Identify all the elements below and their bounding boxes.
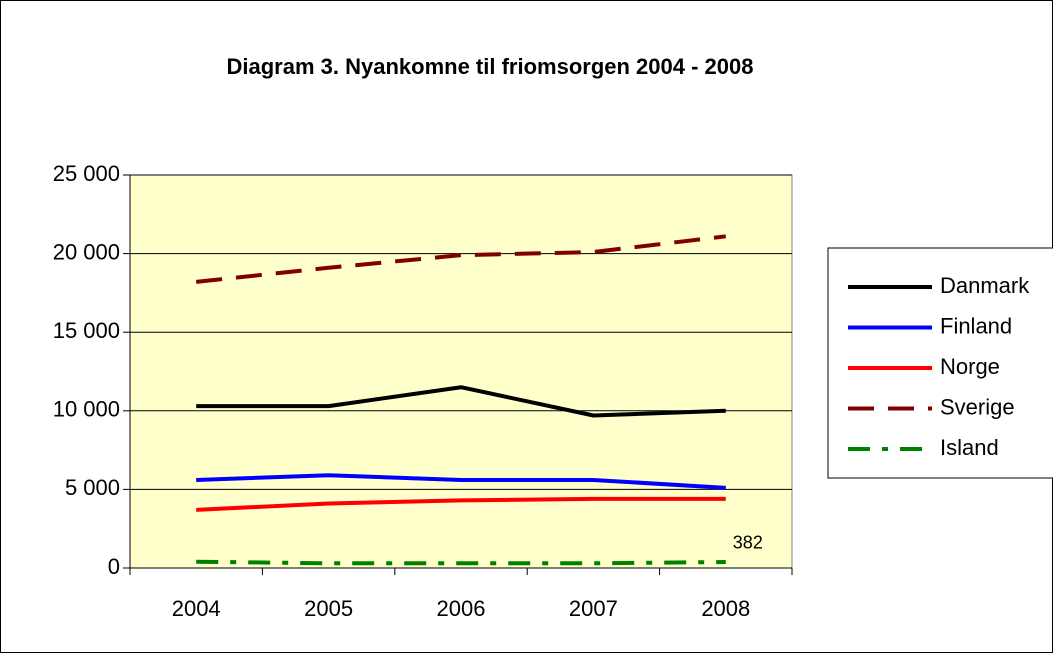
x-tick-label: 2006 <box>437 596 486 621</box>
x-tick-label: 2004 <box>172 596 221 621</box>
series-line <box>195 234 727 284</box>
x-tick-label: 2007 <box>569 596 618 621</box>
y-tick-label: 15 000 <box>53 318 120 343</box>
series-line <box>196 496 726 512</box>
series-line <box>196 385 726 418</box>
legend-label: Norge <box>940 354 1000 379</box>
y-tick-label: 20 000 <box>53 239 120 264</box>
series-line <box>196 559 726 566</box>
y-tick-label: 25 000 <box>53 161 120 186</box>
x-tick-label: 2008 <box>701 596 750 621</box>
y-tick-label: 0 <box>108 554 120 579</box>
series-line <box>196 473 726 490</box>
legend-label: Island <box>940 435 999 460</box>
legend-label: Finland <box>940 313 1012 338</box>
y-tick-label: 5 000 <box>65 475 120 500</box>
chart-title: Diagram 3. Nyankomne til friomsorgen 200… <box>227 54 754 79</box>
legend-label: Sverige <box>940 394 1015 419</box>
x-tick-label: 2005 <box>304 596 353 621</box>
data-label: 382 <box>733 533 763 553</box>
legend-label: Danmark <box>940 273 1030 298</box>
y-tick-label: 10 000 <box>53 397 120 422</box>
